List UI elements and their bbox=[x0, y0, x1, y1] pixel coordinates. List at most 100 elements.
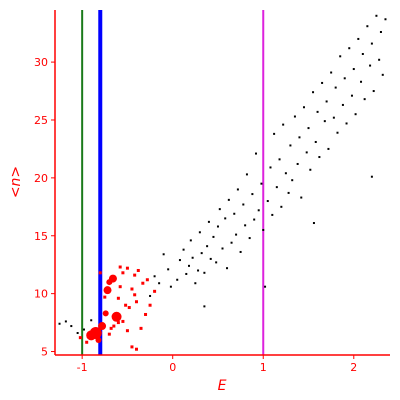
black-point bbox=[158, 282, 161, 285]
black-point bbox=[296, 162, 299, 165]
black-point bbox=[282, 123, 285, 126]
black-point bbox=[82, 328, 85, 331]
black-point bbox=[188, 264, 190, 267]
black-point bbox=[336, 131, 339, 134]
black-point bbox=[325, 100, 328, 103]
black-point bbox=[318, 156, 321, 159]
black-point bbox=[384, 18, 387, 21]
red-point bbox=[78, 336, 82, 340]
red-point bbox=[133, 293, 137, 297]
black-point bbox=[284, 172, 287, 175]
black-point bbox=[230, 241, 233, 244]
black-point bbox=[360, 80, 363, 83]
black-point bbox=[271, 213, 274, 216]
x-tick-label: 1 bbox=[260, 361, 267, 374]
black-point bbox=[273, 132, 276, 135]
black-point bbox=[266, 200, 269, 203]
black-point bbox=[334, 86, 337, 89]
black-point bbox=[162, 253, 165, 256]
black-point bbox=[298, 136, 301, 139]
black-point bbox=[239, 250, 242, 253]
black-point bbox=[167, 268, 170, 271]
black-point bbox=[221, 247, 224, 250]
red-point bbox=[108, 274, 117, 283]
black-point bbox=[218, 208, 221, 211]
red-point bbox=[134, 347, 138, 351]
black-point bbox=[242, 203, 245, 206]
black-point bbox=[312, 91, 315, 94]
black-point bbox=[378, 58, 381, 61]
black-point bbox=[178, 259, 181, 262]
black-point bbox=[363, 98, 366, 101]
red-point bbox=[107, 332, 111, 336]
black-point bbox=[58, 322, 61, 325]
red-point bbox=[98, 322, 107, 331]
black-point bbox=[330, 71, 333, 74]
black-point bbox=[203, 271, 206, 274]
black-point bbox=[300, 196, 303, 199]
black-point bbox=[209, 257, 212, 260]
black-point bbox=[149, 294, 152, 297]
black-point bbox=[203, 305, 206, 308]
red-point bbox=[121, 271, 125, 275]
black-point bbox=[343, 77, 346, 80]
black-point bbox=[307, 127, 310, 130]
black-point bbox=[216, 225, 219, 228]
black-point bbox=[70, 325, 73, 328]
black-point bbox=[339, 55, 342, 58]
black-point bbox=[212, 235, 215, 238]
black-point bbox=[253, 218, 256, 221]
black-point bbox=[327, 147, 330, 150]
black-point bbox=[262, 228, 265, 231]
black-point bbox=[341, 103, 344, 106]
red-point bbox=[116, 321, 120, 325]
red-point bbox=[133, 273, 137, 277]
y-tick-label: 10 bbox=[34, 288, 48, 301]
black-point bbox=[251, 193, 254, 196]
black-point bbox=[269, 166, 272, 169]
red-point bbox=[148, 303, 152, 307]
black-point bbox=[287, 191, 290, 194]
black-point bbox=[245, 173, 248, 176]
black-point bbox=[370, 42, 373, 45]
x-ticks: -1 0 1 2 bbox=[77, 355, 357, 374]
black-point bbox=[361, 52, 364, 55]
red-point bbox=[130, 345, 134, 349]
black-point bbox=[354, 113, 357, 116]
black-point bbox=[345, 122, 348, 125]
y-tick-label: 15 bbox=[34, 230, 48, 243]
red-point bbox=[145, 278, 149, 282]
black-point bbox=[321, 81, 324, 84]
black-point bbox=[206, 245, 209, 248]
black-point bbox=[381, 73, 384, 76]
black-point bbox=[64, 320, 67, 323]
black-point bbox=[215, 261, 218, 264]
x-tick-label: 0 bbox=[169, 361, 176, 374]
black-point bbox=[257, 209, 260, 212]
black-point bbox=[370, 175, 373, 178]
black-point bbox=[323, 120, 326, 123]
vertical-lines bbox=[81, 10, 265, 355]
y-tick-label: 20 bbox=[34, 172, 48, 185]
black-point bbox=[366, 25, 369, 28]
black-point bbox=[255, 152, 257, 155]
red-point bbox=[103, 286, 112, 295]
black-point bbox=[200, 252, 203, 255]
black-point bbox=[264, 285, 267, 288]
red-point bbox=[103, 295, 107, 299]
black-point bbox=[302, 106, 305, 109]
y-tick-label: 5 bbox=[41, 346, 48, 359]
red-point bbox=[130, 287, 134, 291]
black-point bbox=[332, 116, 335, 119]
black-point bbox=[375, 14, 378, 17]
black-point bbox=[305, 151, 308, 154]
red-point bbox=[153, 289, 157, 293]
y-ticks: 5 10 15 20 25 30 bbox=[34, 56, 55, 359]
black-point bbox=[197, 269, 200, 272]
y-tick-label: 30 bbox=[34, 56, 48, 69]
black-point bbox=[198, 231, 201, 234]
black-point bbox=[314, 140, 317, 143]
black-point bbox=[233, 212, 236, 215]
black-point bbox=[372, 90, 375, 93]
red-point bbox=[111, 311, 122, 322]
